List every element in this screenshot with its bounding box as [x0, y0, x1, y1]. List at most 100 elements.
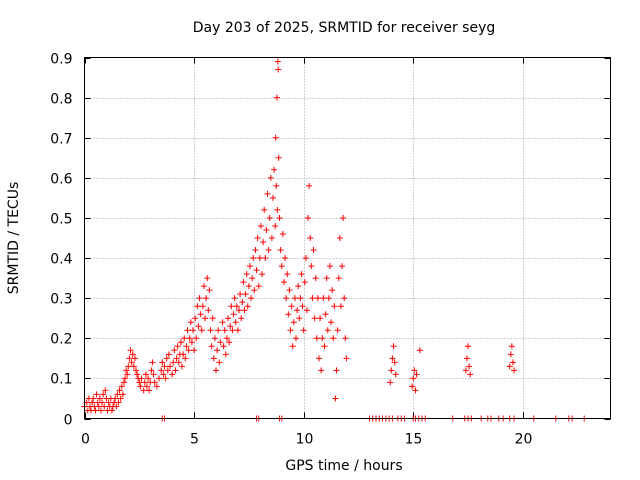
- data-point: [252, 247, 259, 254]
- data-point: [342, 335, 349, 342]
- data-point: [297, 295, 304, 302]
- data-point: [329, 287, 336, 294]
- data-point: [150, 371, 157, 378]
- data-point: [229, 327, 236, 334]
- data-point: [136, 379, 143, 386]
- data-point: [123, 367, 130, 374]
- y-tick-label: 0.4: [50, 252, 72, 268]
- y-tick-labels: 0 0.1 0.2 0.3 0.4 0.5 0.6 0.7 0.8 0.9: [50, 52, 72, 429]
- data-point: [113, 403, 120, 410]
- data-point: [199, 303, 206, 310]
- data-point: [211, 335, 218, 342]
- data-point: [96, 395, 103, 402]
- data-point: [301, 279, 308, 286]
- data-point: [256, 255, 263, 262]
- data-point: [230, 311, 237, 318]
- data-point: [302, 255, 309, 262]
- chart-title: Day 203 of 2025, SRMTID for receiver sey…: [193, 20, 496, 36]
- data-point: [140, 387, 147, 394]
- data-point: [214, 347, 221, 354]
- data-point: [198, 327, 205, 334]
- data-point: [112, 395, 119, 402]
- data-point: [153, 383, 160, 390]
- data-point: [388, 367, 395, 374]
- data-point: [242, 291, 249, 298]
- data-point: [412, 387, 419, 394]
- data-point: [165, 351, 172, 358]
- data-point: [174, 343, 181, 350]
- data-point: [268, 235, 275, 241]
- data-point: [227, 323, 234, 330]
- data-point: [127, 347, 134, 354]
- y-tick-label: 0.9: [50, 52, 72, 68]
- data-point: [240, 279, 247, 286]
- data-point: [262, 255, 269, 262]
- x-tick-label: 20: [515, 432, 533, 448]
- data-point: [238, 315, 245, 322]
- data-point: [248, 295, 255, 302]
- data-point: [194, 303, 201, 310]
- data-point: [180, 351, 187, 358]
- data-point: [134, 371, 141, 378]
- data-point: [129, 351, 136, 358]
- data-point: [303, 307, 310, 314]
- data-point: [171, 347, 178, 354]
- data-point: [244, 303, 251, 310]
- data-point: [267, 174, 274, 181]
- data-point: [231, 295, 238, 302]
- data-point: [102, 387, 109, 394]
- data-point: [241, 307, 248, 314]
- data-point: [206, 287, 213, 294]
- data-point: [263, 226, 270, 233]
- data-point: [204, 275, 211, 282]
- data-point: [120, 379, 127, 386]
- data-point: [310, 247, 317, 254]
- data-point: [260, 239, 267, 246]
- data-point: [306, 182, 313, 189]
- data-point: [410, 375, 417, 382]
- data-point: [276, 214, 283, 221]
- data-point: [264, 190, 271, 197]
- x-tick-label: 0: [81, 432, 90, 448]
- data-point: [283, 295, 290, 302]
- data-point: [151, 379, 158, 386]
- data-point: [128, 359, 135, 366]
- data-point: [280, 279, 287, 286]
- data-point: [411, 367, 418, 374]
- data-point: [257, 222, 264, 229]
- data-point: [192, 315, 199, 322]
- data-point: [391, 359, 398, 366]
- data-point: [183, 343, 190, 350]
- data-point: [317, 315, 324, 322]
- data-point: [156, 375, 163, 382]
- data-point: [322, 311, 329, 318]
- data-point: [89, 399, 96, 406]
- data-point: [116, 387, 123, 394]
- data-point: [330, 335, 337, 342]
- data-point: [213, 367, 219, 374]
- x-tick-label: 5: [190, 432, 199, 448]
- data-point: [287, 327, 294, 334]
- data-point: [508, 343, 515, 350]
- data-point: [266, 214, 273, 221]
- x-tick-labels: 0 5 10 15 20: [81, 432, 532, 448]
- data-point: [308, 263, 315, 270]
- data-point: [299, 303, 306, 310]
- data-point: [141, 379, 148, 386]
- data-point: [286, 287, 293, 294]
- data-point: [146, 387, 153, 394]
- data-point: [185, 347, 192, 354]
- data-point: [195, 323, 202, 330]
- data-point: [335, 275, 342, 282]
- data-point: [169, 371, 176, 378]
- data-point: [188, 339, 195, 346]
- data-point: [133, 367, 140, 374]
- data-point: [142, 371, 149, 378]
- data-point: [309, 295, 316, 302]
- data-point: [340, 214, 347, 221]
- data-point: [321, 343, 328, 350]
- data-point: [233, 303, 240, 310]
- data-point: [314, 295, 321, 302]
- data-point: [288, 303, 295, 310]
